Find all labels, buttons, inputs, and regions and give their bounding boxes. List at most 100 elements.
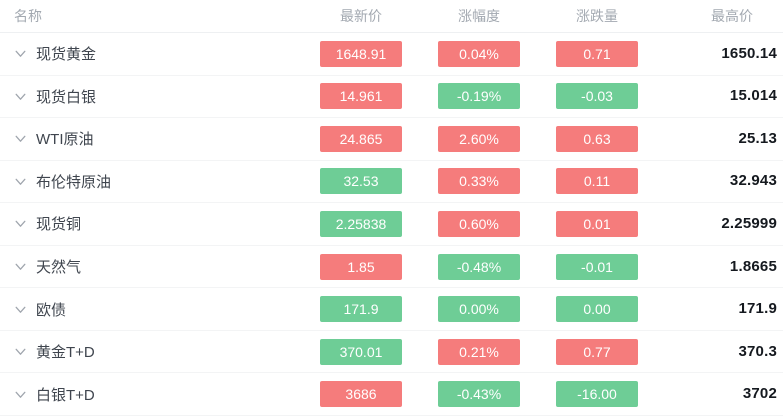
instrument-name: 现货黄金 xyxy=(36,46,97,64)
instrument-name-cell[interactable]: 黄金T+D xyxy=(0,341,302,362)
change-percent-cell: 0.00% xyxy=(420,296,538,323)
latest-price-badge: 24.865 xyxy=(320,125,402,152)
column-header-change-percent: 涨幅度 xyxy=(458,8,500,24)
high-price-value: 2.25999 xyxy=(721,214,777,232)
high-price-cell: 370.3 xyxy=(656,343,783,361)
latest-price-cell: 14.961 xyxy=(302,83,420,110)
change-percent-cell: 0.04% xyxy=(420,40,538,67)
column-header-high-price: 最高价 xyxy=(711,8,753,24)
table-body: 现货黄金 1648.91 0.04% 0.71 1650.14 现货白银 14.… xyxy=(0,33,783,416)
change-percent-badge: 2.60% xyxy=(438,125,520,152)
change-amount-cell: -0.03 xyxy=(538,83,656,110)
change-amount-badge: -0.01 xyxy=(556,253,638,280)
instrument-name: 现货白银 xyxy=(36,88,97,106)
latest-price-cell: 1.85 xyxy=(302,253,420,280)
change-amount-badge: 0.77 xyxy=(556,338,638,365)
change-amount-badge: 0.11 xyxy=(556,168,638,195)
chevron-down-icon[interactable] xyxy=(14,260,27,273)
change-amount-badge: 0.01 xyxy=(556,210,638,237)
change-amount-cell: 0.01 xyxy=(538,210,656,237)
latest-price-cell: 3686 xyxy=(302,381,420,408)
high-price-value: 1.8665 xyxy=(729,257,777,275)
chevron-down-icon[interactable] xyxy=(14,47,27,60)
instrument-name-cell[interactable]: 现货铜 xyxy=(0,213,302,234)
change-percent-badge: 0.21% xyxy=(438,338,520,365)
instrument-name-cell[interactable]: 天然气 xyxy=(0,256,302,277)
change-percent-cell: 2.60% xyxy=(420,125,538,152)
table-row[interactable]: 现货铜 2.25838 0.60% 0.01 2.25999 xyxy=(0,203,783,246)
latest-price-badge: 171.9 xyxy=(320,296,402,323)
column-header-change-amount: 涨跌量 xyxy=(576,8,618,24)
change-amount-badge: 0.63 xyxy=(556,125,638,152)
change-amount-cell: 0.71 xyxy=(538,40,656,67)
instrument-name-cell[interactable]: 布伦特原油 xyxy=(0,171,302,192)
change-amount-cell: 0.77 xyxy=(538,338,656,365)
high-price-cell: 15.014 xyxy=(656,87,783,105)
high-price-cell: 2.25999 xyxy=(656,215,783,233)
instrument-name-cell[interactable]: WTI原油 xyxy=(0,128,302,149)
high-price-cell: 1.8665 xyxy=(656,258,783,276)
latest-price-cell: 24.865 xyxy=(302,125,420,152)
high-price-value: 25.13 xyxy=(738,129,777,147)
high-price-cell: 171.9 xyxy=(656,300,783,318)
table-row[interactable]: 欧债 171.9 0.00% 0.00 171.9 xyxy=(0,288,783,331)
change-amount-badge: 0.71 xyxy=(556,40,638,67)
table-row[interactable]: 现货黄金 1648.91 0.04% 0.71 1650.14 xyxy=(0,33,783,76)
latest-price-badge: 32.53 xyxy=(320,168,402,195)
change-percent-badge: 0.33% xyxy=(438,168,520,195)
high-price-value: 3702 xyxy=(742,385,777,403)
latest-price-badge: 1648.91 xyxy=(320,40,402,67)
instrument-name: 欧债 xyxy=(36,301,67,319)
table-header-row: 名称 最新价 涨幅度 涨跌量 最高价 xyxy=(0,0,783,33)
high-price-value: 1650.14 xyxy=(721,44,777,62)
high-price-value: 171.9 xyxy=(738,300,777,318)
change-percent-cell: 0.21% xyxy=(420,338,538,365)
change-amount-cell: 0.00 xyxy=(538,296,656,323)
table-row[interactable]: 现货白银 14.961 -0.19% -0.03 15.014 xyxy=(0,76,783,119)
change-percent-badge: 0.00% xyxy=(438,296,520,323)
change-amount-cell: -0.01 xyxy=(538,253,656,280)
change-percent-badge: -0.19% xyxy=(438,83,520,110)
change-percent-badge: 0.04% xyxy=(438,40,520,67)
table-row[interactable]: 白银T+D 3686 -0.43% -16.00 3702 xyxy=(0,373,783,416)
table-row[interactable]: 黄金T+D 370.01 0.21% 0.77 370.3 xyxy=(0,331,783,374)
instrument-name-cell[interactable]: 欧债 xyxy=(0,299,302,320)
change-amount-cell: 0.11 xyxy=(538,168,656,195)
latest-price-cell: 1648.91 xyxy=(302,40,420,67)
instrument-name-cell[interactable]: 现货黄金 xyxy=(0,43,302,64)
instrument-name-cell[interactable]: 白银T+D xyxy=(0,384,302,405)
chevron-down-icon[interactable] xyxy=(14,175,27,188)
chevron-down-icon[interactable] xyxy=(14,217,27,230)
table-row[interactable]: WTI原油 24.865 2.60% 0.63 25.13 xyxy=(0,118,783,161)
instrument-name: WTI原油 xyxy=(36,131,94,149)
chevron-down-icon[interactable] xyxy=(14,90,27,103)
chevron-down-icon[interactable] xyxy=(14,132,27,145)
change-amount-badge: 0.00 xyxy=(556,296,638,323)
change-amount-cell: 0.63 xyxy=(538,125,656,152)
latest-price-badge: 370.01 xyxy=(320,338,402,365)
change-percent-badge: -0.48% xyxy=(438,253,520,280)
instrument-name-cell[interactable]: 现货白银 xyxy=(0,86,302,107)
change-percent-cell: 0.60% xyxy=(420,210,538,237)
change-amount-badge: -16.00 xyxy=(556,381,638,408)
chevron-down-icon[interactable] xyxy=(14,303,27,316)
high-price-cell: 1650.14 xyxy=(656,45,783,63)
high-price-value: 370.3 xyxy=(738,342,777,360)
latest-price-badge: 3686 xyxy=(320,381,402,408)
table-row[interactable]: 布伦特原油 32.53 0.33% 0.11 32.943 xyxy=(0,161,783,204)
high-price-cell: 32.943 xyxy=(656,172,783,190)
latest-price-cell: 2.25838 xyxy=(302,210,420,237)
chevron-down-icon[interactable] xyxy=(14,345,27,358)
chevron-down-icon[interactable] xyxy=(14,388,27,401)
latest-price-badge: 1.85 xyxy=(320,253,402,280)
change-amount-badge: -0.03 xyxy=(556,83,638,110)
table-row[interactable]: 天然气 1.85 -0.48% -0.01 1.8665 xyxy=(0,246,783,289)
instrument-name: 现货铜 xyxy=(36,216,82,234)
change-percent-cell: -0.43% xyxy=(420,381,538,408)
instrument-name: 白银T+D xyxy=(36,386,95,404)
high-price-value: 15.014 xyxy=(729,87,777,105)
change-percent-badge: -0.43% xyxy=(438,381,520,408)
column-header-name: 名称 xyxy=(14,8,42,24)
latest-price-cell: 370.01 xyxy=(302,338,420,365)
